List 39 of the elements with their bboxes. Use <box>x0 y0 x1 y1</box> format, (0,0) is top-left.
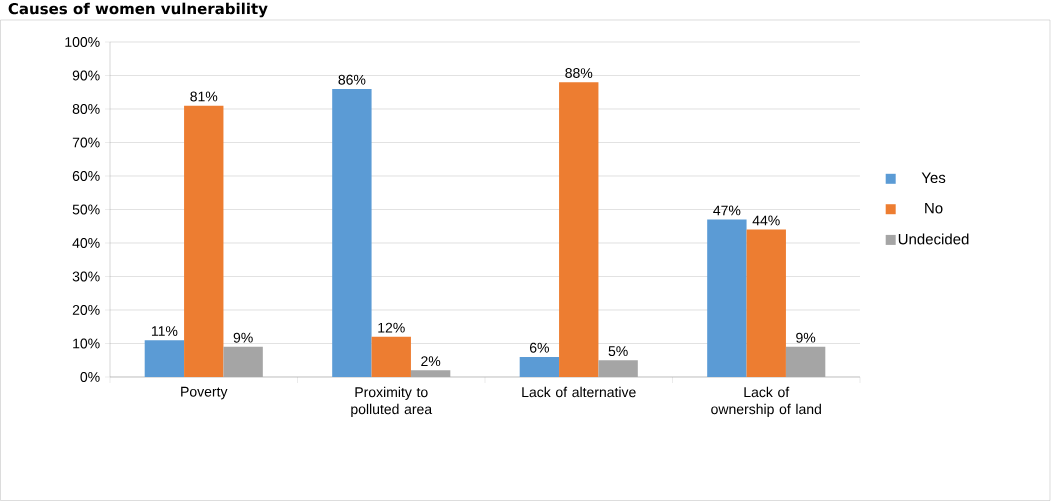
bar <box>332 88 372 377</box>
y-tick-label: 60% <box>72 171 100 181</box>
x-tick-label: Proximity to polluted area <box>351 386 433 417</box>
x-tick-label: Lack of ownership of land <box>711 386 821 417</box>
y-tick-label: 10% <box>73 338 100 349</box>
legend-label: No <box>925 203 943 214</box>
bar <box>371 336 411 377</box>
data-label: 44% <box>752 215 780 226</box>
data-label: 5% <box>608 346 628 357</box>
bar <box>707 219 747 377</box>
x-tick-label: Poverty <box>181 386 228 400</box>
legend-label: Yes <box>921 172 946 184</box>
data-label: 2% <box>421 356 441 367</box>
y-tick-label: 70% <box>72 137 100 148</box>
y-tick-label: 100% <box>65 37 100 47</box>
x-tick-label: Lack of alternative <box>522 386 636 398</box>
y-tick-label: 0% <box>80 372 100 382</box>
bar <box>746 229 786 377</box>
data-label: 11% <box>151 326 178 336</box>
chart-title: Causes of women vulnerability <box>8 2 268 18</box>
legend-label: Undecided <box>898 233 969 245</box>
bar <box>559 82 599 377</box>
data-label: 9% <box>233 332 253 343</box>
bar <box>144 340 185 377</box>
y-tick-label: 30% <box>72 271 100 282</box>
data-label: 9% <box>796 332 816 343</box>
y-tick-label: 80% <box>72 104 100 114</box>
data-label: 6% <box>529 342 549 353</box>
bar <box>184 105 224 377</box>
y-tick-label: 90% <box>72 70 100 81</box>
data-label: 88% <box>565 68 593 78</box>
data-label: 81% <box>190 91 218 102</box>
data-label: 12% <box>378 322 405 333</box>
data-label: 47% <box>713 205 741 216</box>
y-tick-label: 40% <box>72 238 100 248</box>
bar <box>519 356 560 377</box>
y-tick-label: 20% <box>72 305 100 315</box>
data-label: 86% <box>338 74 366 85</box>
y-tick-label: 50% <box>72 204 100 215</box>
